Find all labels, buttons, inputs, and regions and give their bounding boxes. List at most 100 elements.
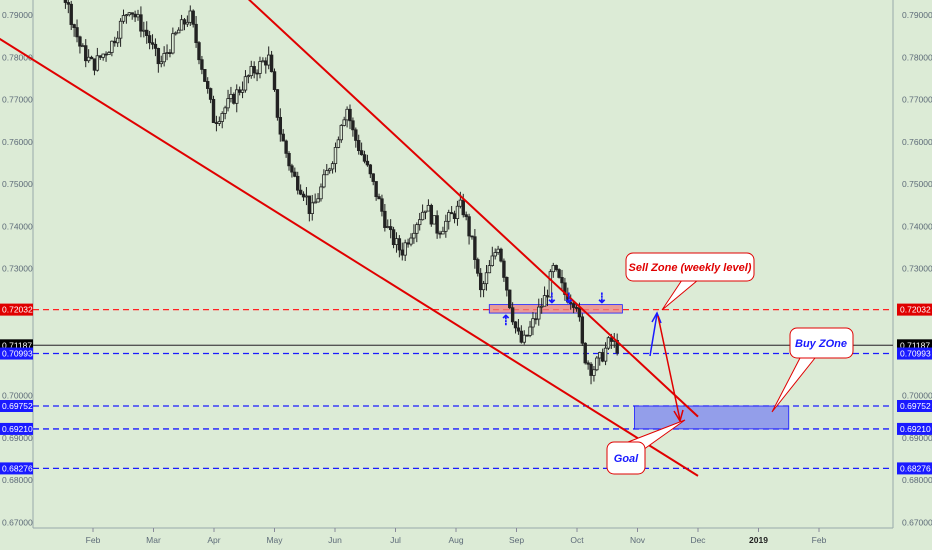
projection-down-arrow-head [673, 409, 684, 423]
candle-body [235, 89, 239, 104]
candle-body [339, 125, 343, 141]
signal-arrows: ⇡ ⇣ ⇣ ⇣ [500, 290, 684, 423]
candle-body [107, 52, 111, 55]
projection-up-arrow [649, 313, 658, 357]
candle-body [232, 93, 236, 104]
candle-body [208, 88, 213, 100]
candle-body [159, 61, 163, 65]
x-tick-label: Feb [812, 535, 827, 545]
candle-body [417, 219, 422, 226]
x-tick-label: Aug [448, 535, 463, 545]
x-tick-label: Mar [146, 535, 161, 545]
candle-body [142, 29, 146, 32]
candle-body [185, 21, 190, 25]
candle-body [95, 55, 100, 71]
level-badge-right [897, 347, 932, 360]
candle-body [84, 45, 88, 62]
level-label-left: 0.71187 [2, 340, 32, 350]
candle-body [333, 147, 338, 165]
candle-body [301, 193, 306, 198]
candlesticks [63, 0, 619, 385]
candle-body [557, 269, 561, 278]
y-tick-label-left: 0.73000 [2, 264, 33, 274]
level-badge-right [897, 303, 932, 316]
candle-body [63, 0, 68, 3]
candle-body [121, 15, 126, 22]
candle-body [171, 33, 175, 54]
candle-body [345, 108, 349, 121]
channel-line-upper [247, 0, 699, 418]
candle-body [290, 165, 294, 173]
candle-body [449, 212, 454, 215]
candle-body [586, 362, 590, 365]
projection-down-arrow [657, 315, 681, 421]
level-badge-left [0, 422, 33, 435]
candle-body [473, 236, 477, 260]
candle-body [388, 226, 393, 231]
candle-body [412, 232, 416, 239]
goal-callout-text: Goal [614, 453, 639, 465]
candle-body [461, 199, 465, 216]
y-tick-label-left: 0.68000 [2, 475, 33, 485]
level-label-right: 0.68276 [900, 463, 931, 473]
candle-body [182, 19, 187, 25]
candle-body [319, 186, 323, 200]
candle-body [386, 226, 390, 228]
candle-body [429, 204, 434, 225]
candle-body [569, 301, 573, 304]
candle-body [580, 316, 585, 344]
candle-body [554, 265, 558, 270]
candle-body [156, 48, 161, 65]
candle-body [197, 42, 201, 61]
candle-body [400, 249, 404, 256]
x-tick-label: Sep [509, 535, 524, 545]
candle-body [420, 211, 425, 221]
sell-zone-rect [488, 304, 623, 314]
level-label-right: 0.72032 [900, 305, 931, 315]
level-label-right: 0.71187 [900, 340, 930, 350]
candle-body [380, 198, 384, 212]
candle-body [470, 235, 474, 238]
level-badge-left [0, 347, 33, 360]
candle-body [359, 150, 364, 156]
candle-body [394, 238, 399, 246]
candle-body [478, 272, 483, 291]
projection-up-arrow-head [651, 311, 662, 324]
candle-body [327, 168, 332, 172]
candle-body [435, 215, 439, 234]
x-tick-label: Jun [328, 535, 342, 545]
level-badge-left [0, 462, 33, 475]
candle-body [534, 318, 538, 321]
candle-body [525, 334, 529, 337]
y-tick-label-right: 0.67000 [902, 517, 932, 527]
candle-body [600, 352, 605, 362]
level-badge-left [0, 303, 33, 316]
candle-body [383, 210, 387, 228]
level-badge-left [0, 400, 33, 413]
candle-body [89, 56, 94, 60]
candle-body [307, 195, 312, 214]
candle-body [246, 75, 251, 78]
candle-body [464, 214, 468, 218]
candle-body [298, 189, 303, 195]
candle-body [150, 42, 155, 45]
down-arrow-icon: ⇣ [546, 290, 558, 306]
candle-body [513, 321, 518, 329]
candle-body [191, 10, 195, 25]
x-axis-ticks: Feb Mar Apr May Jun Jul Aug Sep Oct Nov Dec 2019 Feb [86, 528, 827, 545]
y-tick-label-right: 0.78000 [902, 52, 932, 62]
candle-body [342, 119, 346, 126]
candle-body [598, 352, 602, 359]
candle-body [444, 220, 448, 232]
candle-body [574, 307, 579, 309]
candle-body [499, 248, 503, 262]
candle-body [168, 52, 172, 54]
candle-body [476, 259, 480, 274]
candle-body [330, 163, 335, 170]
candle-body [577, 307, 582, 318]
channel-line-lower [0, 37, 699, 477]
candle-body [365, 160, 370, 166]
candle-body [563, 282, 567, 295]
